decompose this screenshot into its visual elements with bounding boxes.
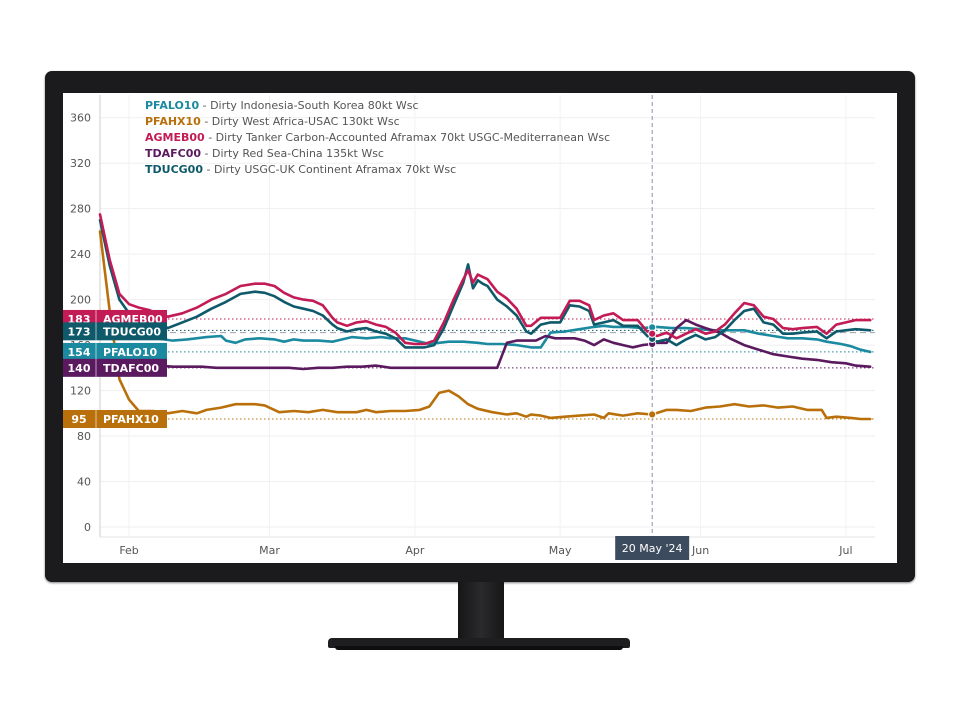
crosshair-markers xyxy=(648,323,657,419)
y-tick-label: 200 xyxy=(70,294,91,307)
crosshair: 20 May '24 xyxy=(615,95,690,560)
crosshair-date-label: 20 May '24 xyxy=(622,542,683,555)
monitor-stand-neck xyxy=(458,582,504,640)
last-value-code-pfahx10: PFAHX10 xyxy=(103,413,159,426)
crosshair-date-badge xyxy=(615,536,690,560)
legend-code: AGMEB00 xyxy=(145,131,205,144)
last-value-tag-pfahx10 xyxy=(63,410,167,428)
x-tick-label: Jun xyxy=(691,544,709,557)
series-lines xyxy=(98,213,872,421)
legend-code: TDUCG00 xyxy=(145,163,203,176)
x-tick-label: Apr xyxy=(405,544,425,557)
legend-description: - Dirty Tanker Carbon-Accounted Aframax … xyxy=(205,131,610,144)
legend-description: - Dirty USGC-UK Continent Aframax 70kt W… xyxy=(203,163,456,176)
last-value-tag-pfalo10 xyxy=(63,342,167,361)
y-tick-label: 240 xyxy=(70,248,91,261)
x-tick-label: Mar xyxy=(259,544,280,557)
y-tick-label: 0 xyxy=(84,521,91,534)
x-tick-label: May xyxy=(549,544,572,557)
series-line-pfahx10 xyxy=(98,230,872,421)
crosshair-marker-agmeb00 xyxy=(648,329,657,338)
last-value-number-pfalo10: 154 xyxy=(68,346,91,359)
legend-description: - Dirty West Africa-USAC 130kt Wsc xyxy=(201,115,400,128)
last-value-code-tducg00: TDUCG00 xyxy=(103,325,161,338)
x-axis: Feb Mar Apr May Jun Jul xyxy=(100,536,875,557)
y-tick-label: 80 xyxy=(77,430,91,443)
legend-item-tducg00: TDUCG00 - Dirty USGC-UK Continent Aframa… xyxy=(145,163,456,176)
last-value-number-tducg00: 173 xyxy=(68,325,91,338)
legend-code: TDAFC00 xyxy=(145,147,201,160)
monitor-screen: 04080120160200240280320360 FebMarAprMayJ… xyxy=(63,93,897,563)
last-value-code-pfalo10: PFALO10 xyxy=(103,346,157,359)
y-tick-label: 40 xyxy=(77,476,91,489)
y-tick-label: 280 xyxy=(70,203,91,216)
last-value-number-tdafc00: 140 xyxy=(68,362,91,375)
chart-legend: PFALO10 - Dirty Indonesia-South Korea 80… xyxy=(145,99,610,176)
series-line-tdafc00 xyxy=(98,318,872,371)
monitor-stand-base xyxy=(328,638,630,648)
series-line-agmeb00 xyxy=(98,213,872,346)
freight-rate-line-chart: 04080120160200240280320360 FebMarAprMayJ… xyxy=(63,95,875,560)
legend-item-pfalo10: PFALO10 - Dirty Indonesia-South Korea 80… xyxy=(145,99,419,112)
y-tick-label: 120 xyxy=(70,385,91,398)
legend-description: - Dirty Red Sea-China 135kt Wsc xyxy=(201,147,384,160)
series-line-tducg00 xyxy=(98,218,872,349)
x-tick-label: Jul xyxy=(838,544,852,557)
legend-description: - Dirty Indonesia-South Korea 80kt Wsc xyxy=(199,99,418,112)
crosshair-marker-pfahx10 xyxy=(648,410,657,419)
monitor-stand-base-shadow xyxy=(335,646,623,650)
legend-item-pfahx10: PFAHX10 - Dirty West Africa-USAC 130kt W… xyxy=(145,115,400,128)
legend-item-tdafc00: TDAFC00 - Dirty Red Sea-China 135kt Wsc xyxy=(145,147,384,160)
last-value-code-tdafc00: TDAFC00 xyxy=(103,362,159,375)
last-value-tag-tdafc00 xyxy=(63,358,167,377)
legend-code: PFALO10 xyxy=(145,99,199,112)
series-line-pfalo10 xyxy=(98,324,872,354)
legend-item-agmeb00: AGMEB00 - Dirty Tanker Carbon-Accounted … xyxy=(145,131,610,144)
y-tick-label: 320 xyxy=(70,157,91,170)
x-tick-label: Feb xyxy=(119,544,138,557)
last-value-number-pfahx10: 95 xyxy=(71,413,86,426)
legend-code: PFAHX10 xyxy=(145,115,201,128)
y-tick-label: 360 xyxy=(70,112,91,125)
last-value-tag-tducg00 xyxy=(63,322,167,341)
